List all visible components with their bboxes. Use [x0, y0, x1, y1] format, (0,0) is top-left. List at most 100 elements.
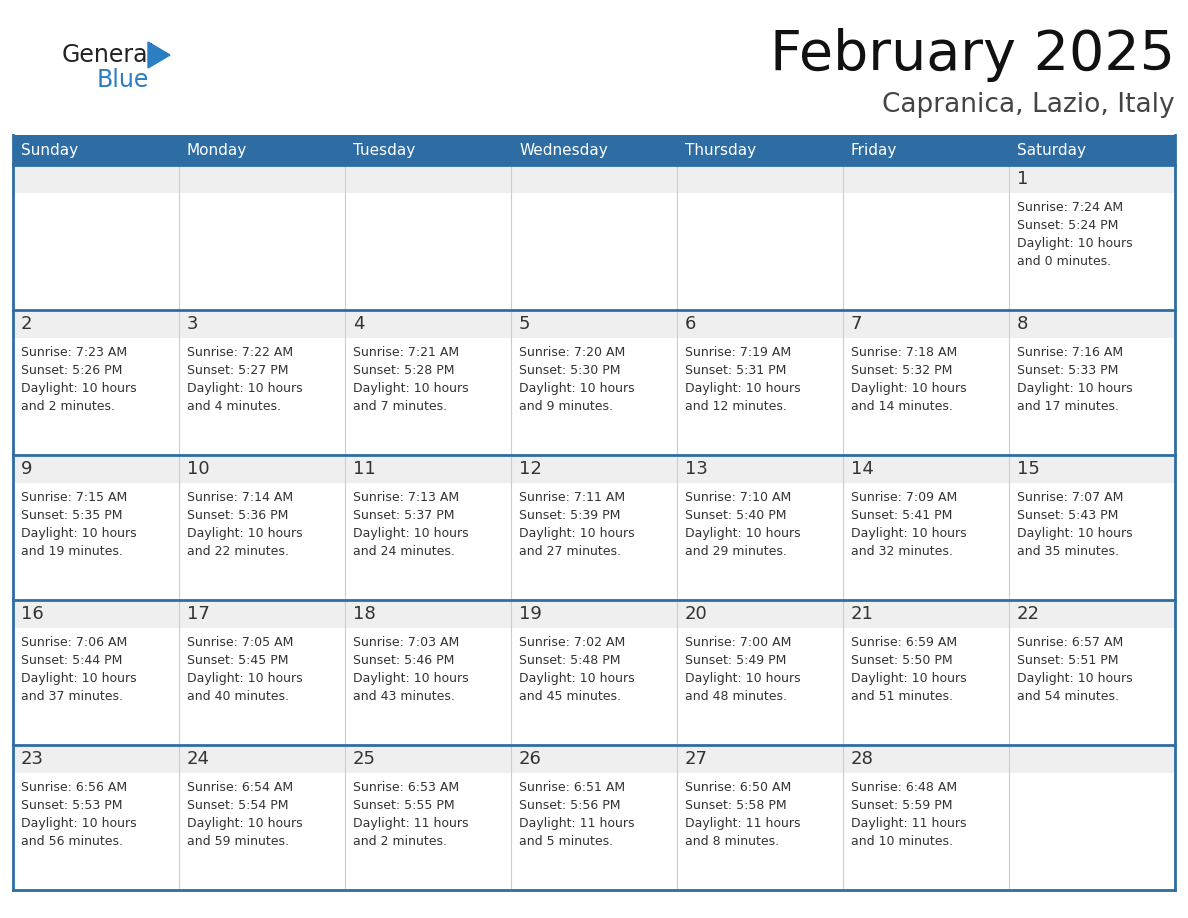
- Bar: [511, 193, 677, 310]
- Bar: [1009, 628, 1175, 745]
- Text: 25: 25: [353, 750, 375, 768]
- Text: 19: 19: [519, 605, 542, 623]
- Bar: [1009, 165, 1175, 310]
- Text: Daylight: 10 hours: Daylight: 10 hours: [353, 527, 468, 540]
- Text: Daylight: 10 hours: Daylight: 10 hours: [685, 527, 801, 540]
- Text: February 2025: February 2025: [770, 28, 1175, 82]
- Text: 22: 22: [1017, 605, 1040, 623]
- Text: and 19 minutes.: and 19 minutes.: [21, 545, 122, 558]
- Text: Sunset: 5:51 PM: Sunset: 5:51 PM: [1017, 654, 1118, 667]
- Bar: [511, 773, 677, 890]
- Bar: [345, 483, 511, 600]
- Text: Sunrise: 7:20 AM: Sunrise: 7:20 AM: [519, 346, 625, 359]
- Bar: [511, 483, 677, 600]
- Text: Daylight: 10 hours: Daylight: 10 hours: [519, 527, 634, 540]
- Text: 2: 2: [21, 315, 32, 333]
- Text: Daylight: 11 hours: Daylight: 11 hours: [353, 817, 468, 830]
- Text: Daylight: 11 hours: Daylight: 11 hours: [685, 817, 801, 830]
- Bar: [179, 135, 345, 165]
- Bar: [13, 745, 179, 890]
- Text: and 4 minutes.: and 4 minutes.: [187, 400, 282, 413]
- Bar: [511, 338, 677, 455]
- Text: Sunset: 5:36 PM: Sunset: 5:36 PM: [187, 509, 289, 522]
- Text: Sunset: 5:33 PM: Sunset: 5:33 PM: [1017, 364, 1118, 377]
- Text: Daylight: 11 hours: Daylight: 11 hours: [851, 817, 967, 830]
- Text: Daylight: 10 hours: Daylight: 10 hours: [21, 672, 137, 685]
- Text: 28: 28: [851, 750, 874, 768]
- Text: 13: 13: [685, 460, 708, 478]
- Text: Sunrise: 7:16 AM: Sunrise: 7:16 AM: [1017, 346, 1123, 359]
- Text: 18: 18: [353, 605, 375, 623]
- Text: Daylight: 10 hours: Daylight: 10 hours: [1017, 382, 1132, 395]
- Text: Daylight: 10 hours: Daylight: 10 hours: [685, 672, 801, 685]
- Text: Sunrise: 7:15 AM: Sunrise: 7:15 AM: [21, 491, 127, 504]
- Text: Daylight: 10 hours: Daylight: 10 hours: [1017, 672, 1132, 685]
- Text: and 2 minutes.: and 2 minutes.: [21, 400, 115, 413]
- Text: Friday: Friday: [851, 142, 897, 158]
- Text: Sunset: 5:26 PM: Sunset: 5:26 PM: [21, 364, 122, 377]
- Text: Sunrise: 6:51 AM: Sunrise: 6:51 AM: [519, 781, 625, 794]
- Text: 7: 7: [851, 315, 862, 333]
- Text: Daylight: 10 hours: Daylight: 10 hours: [21, 382, 137, 395]
- Bar: [511, 165, 677, 310]
- Text: Sunset: 5:39 PM: Sunset: 5:39 PM: [519, 509, 620, 522]
- Text: and 56 minutes.: and 56 minutes.: [21, 835, 124, 848]
- Text: Sunday: Sunday: [21, 142, 78, 158]
- Text: and 22 minutes.: and 22 minutes.: [187, 545, 289, 558]
- Bar: [345, 773, 511, 890]
- Text: Sunset: 5:37 PM: Sunset: 5:37 PM: [353, 509, 455, 522]
- Bar: [345, 455, 511, 600]
- Polygon shape: [148, 42, 170, 68]
- Text: Thursday: Thursday: [685, 142, 756, 158]
- Text: and 35 minutes.: and 35 minutes.: [1017, 545, 1119, 558]
- Text: and 27 minutes.: and 27 minutes.: [519, 545, 621, 558]
- Text: Sunset: 5:55 PM: Sunset: 5:55 PM: [353, 799, 455, 812]
- Bar: [13, 338, 179, 455]
- Text: Sunset: 5:40 PM: Sunset: 5:40 PM: [685, 509, 786, 522]
- Bar: [1009, 193, 1175, 310]
- Bar: [843, 455, 1009, 600]
- Bar: [13, 165, 179, 310]
- Text: Daylight: 10 hours: Daylight: 10 hours: [21, 527, 137, 540]
- Text: Sunset: 5:50 PM: Sunset: 5:50 PM: [851, 654, 953, 667]
- Bar: [677, 338, 843, 455]
- Text: Sunset: 5:58 PM: Sunset: 5:58 PM: [685, 799, 786, 812]
- Text: Sunset: 5:24 PM: Sunset: 5:24 PM: [1017, 219, 1118, 232]
- Bar: [179, 455, 345, 600]
- Text: General: General: [62, 43, 156, 67]
- Text: and 8 minutes.: and 8 minutes.: [685, 835, 779, 848]
- Bar: [677, 455, 843, 600]
- Text: Sunrise: 7:03 AM: Sunrise: 7:03 AM: [353, 636, 460, 649]
- Text: Sunset: 5:28 PM: Sunset: 5:28 PM: [353, 364, 455, 377]
- Text: Daylight: 10 hours: Daylight: 10 hours: [187, 817, 303, 830]
- Text: Sunrise: 7:14 AM: Sunrise: 7:14 AM: [187, 491, 293, 504]
- Text: Daylight: 10 hours: Daylight: 10 hours: [851, 672, 967, 685]
- Text: Sunset: 5:43 PM: Sunset: 5:43 PM: [1017, 509, 1118, 522]
- Bar: [179, 600, 345, 745]
- Bar: [345, 135, 511, 165]
- Bar: [511, 600, 677, 745]
- Text: 12: 12: [519, 460, 542, 478]
- Text: 10: 10: [187, 460, 209, 478]
- Text: 17: 17: [187, 605, 210, 623]
- Text: Daylight: 10 hours: Daylight: 10 hours: [187, 672, 303, 685]
- Text: Daylight: 10 hours: Daylight: 10 hours: [851, 382, 967, 395]
- Bar: [345, 310, 511, 455]
- Bar: [1009, 310, 1175, 455]
- Text: 8: 8: [1017, 315, 1029, 333]
- Bar: [677, 745, 843, 890]
- Text: 24: 24: [187, 750, 210, 768]
- Text: Sunset: 5:48 PM: Sunset: 5:48 PM: [519, 654, 620, 667]
- Text: and 32 minutes.: and 32 minutes.: [851, 545, 953, 558]
- Text: 15: 15: [1017, 460, 1040, 478]
- Text: Sunrise: 6:56 AM: Sunrise: 6:56 AM: [21, 781, 127, 794]
- Text: Daylight: 10 hours: Daylight: 10 hours: [519, 382, 634, 395]
- Text: Sunrise: 6:53 AM: Sunrise: 6:53 AM: [353, 781, 459, 794]
- Bar: [1009, 600, 1175, 745]
- Text: Sunrise: 7:05 AM: Sunrise: 7:05 AM: [187, 636, 293, 649]
- Text: Sunset: 5:53 PM: Sunset: 5:53 PM: [21, 799, 122, 812]
- Text: and 12 minutes.: and 12 minutes.: [685, 400, 786, 413]
- Text: Sunrise: 6:54 AM: Sunrise: 6:54 AM: [187, 781, 293, 794]
- Text: 14: 14: [851, 460, 874, 478]
- Text: and 24 minutes.: and 24 minutes.: [353, 545, 455, 558]
